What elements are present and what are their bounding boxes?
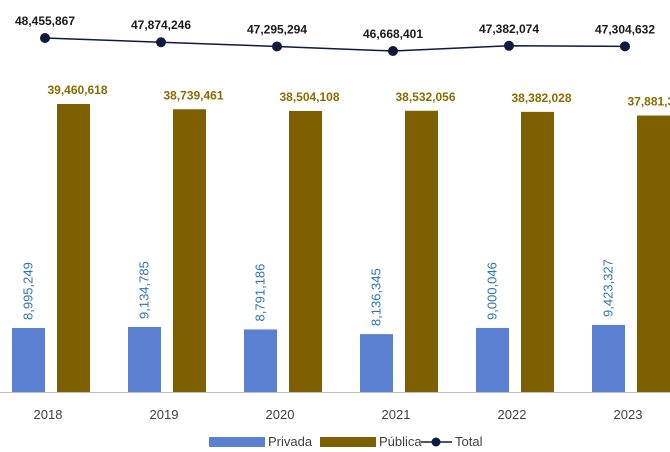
data-label-total-2023: 47,304,632 — [595, 22, 655, 36]
bar-privada-2023 — [592, 324, 625, 392]
x-tick-2018: 2018 — [34, 407, 63, 422]
point-total-2021 — [388, 46, 398, 56]
bar-publica-2023 — [637, 115, 670, 392]
data-label-privada-2023: 9,423,327 — [601, 259, 616, 317]
bar-publica-2019 — [173, 109, 206, 392]
data-label-publica-2020: 38,504,108 — [279, 90, 339, 104]
legend-swatch-privada — [209, 437, 265, 447]
legend-label-total: Total — [455, 434, 483, 449]
data-label-publica-2019: 38,739,461 — [163, 88, 223, 102]
line-total — [44, 37, 626, 52]
point-total-2023 — [620, 41, 630, 52]
data-label-privada-2021: 8,136,345 — [369, 268, 384, 326]
data-label-privada-2022: 9,000,046 — [485, 262, 500, 320]
data-label-privada-2018: 8,995,249 — [21, 262, 36, 320]
bar-publica-2018 — [57, 104, 90, 392]
data-label-privada-2020: 8,791,186 — [253, 264, 268, 322]
point-total-2019 — [156, 37, 166, 48]
data-label-publica-2021: 38,532,056 — [395, 90, 455, 104]
x-tick-2023: 2023 — [614, 407, 643, 422]
data-label-privada-2019: 9,134,785 — [137, 261, 152, 319]
point-total-2020 — [272, 41, 282, 52]
data-label-total-2022: 47,382,074 — [479, 22, 539, 36]
bar-privada-2021 — [360, 334, 393, 392]
data-label-total-2018: 48,455,867 — [15, 14, 75, 28]
data-label-total-2020: 47,295,294 — [247, 22, 307, 36]
bar-privada-2018 — [12, 328, 45, 392]
x-tick-2021: 2021 — [382, 407, 411, 422]
bar-publica-2021 — [405, 110, 438, 392]
x-tick-2022: 2022 — [498, 407, 527, 422]
bar-privada-2020 — [244, 329, 277, 392]
data-label-publica-2023: 37,881,305 — [627, 95, 670, 109]
bar-publica-2020 — [289, 110, 322, 392]
data-label-total-2019: 47,874,246 — [131, 18, 191, 32]
data-label-publica-2018: 39,460,618 — [47, 83, 107, 97]
x-tick-2019: 2019 — [150, 407, 179, 422]
legend-label-publica: Pública — [379, 434, 422, 449]
data-label-total-2021: 46,668,401 — [363, 27, 423, 41]
legend-marker-total — [431, 437, 441, 447]
bar-privada-2022 — [476, 327, 509, 392]
data-label-publica-2022: 38,382,028 — [511, 91, 571, 105]
legend-label-privada: Privada — [268, 434, 313, 449]
x-tick-2020: 2020 — [266, 407, 295, 422]
bar-publica-2022 — [521, 111, 554, 392]
point-total-2022 — [504, 40, 514, 51]
legend-swatch-publica — [320, 437, 376, 447]
point-total-2018 — [40, 33, 50, 43]
bar-privada-2019 — [128, 327, 161, 392]
